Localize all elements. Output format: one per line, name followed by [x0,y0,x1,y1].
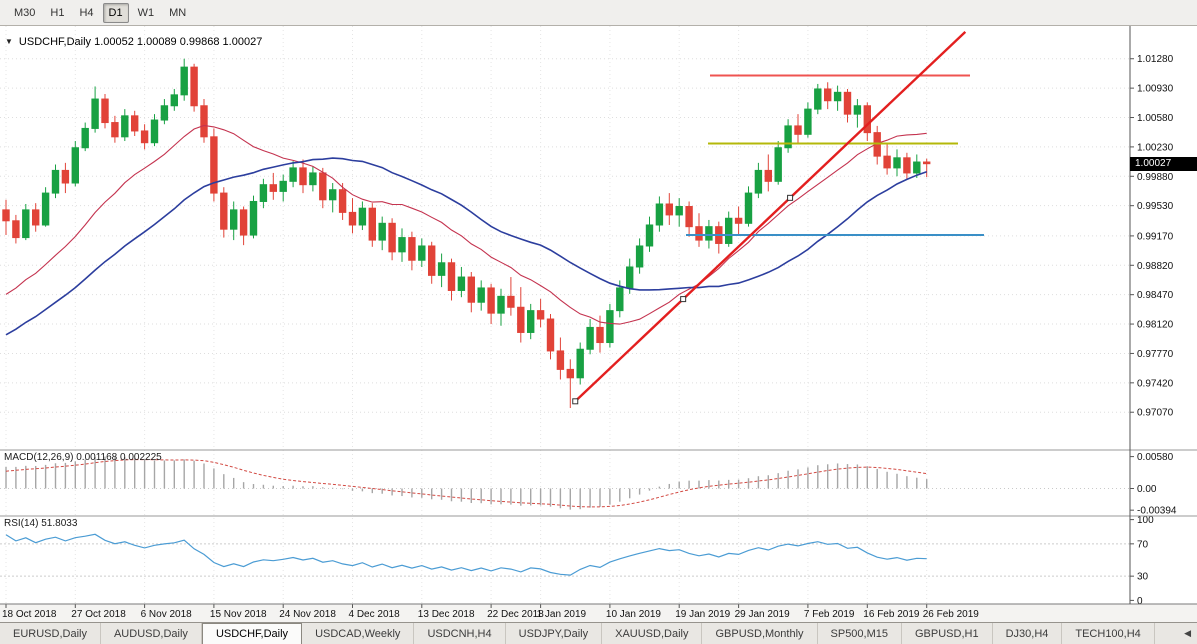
chart-tab-audusd-daily[interactable]: AUDUSD,Daily [101,623,202,644]
chart-background [0,26,1197,622]
chart-tab-dj30-h4[interactable]: DJ30,H4 [993,623,1063,644]
svg-text:100: 100 [1137,515,1154,526]
overlay-objects-layer [572,31,984,405]
chart-tab-usdjpy-daily[interactable]: USDJPY,Daily [506,623,603,644]
svg-text:10 Jan 2019: 10 Jan 2019 [606,609,661,620]
svg-text:15 Nov 2018: 15 Nov 2018 [210,609,267,620]
svg-text:0.97070: 0.97070 [1137,408,1174,419]
svg-text:-0.00394: -0.00394 [1137,506,1177,517]
svg-text:18 Oct 2018: 18 Oct 2018 [2,609,57,620]
chart-tabs: EURUSD,Daily AUDUSD,Daily USDCHF,Daily USDC… [0,623,1197,644]
svg-text:7 Feb 2019: 7 Feb 2019 [804,609,855,620]
chart-tab-usdcnh-h4[interactable]: USDCNH,H4 [414,623,506,644]
svg-text:29 Jan 2019: 29 Jan 2019 [735,609,790,620]
svg-text:1 Jan 2019: 1 Jan 2019 [537,609,587,620]
svg-text:0.99170: 0.99170 [1137,231,1174,242]
svg-text:1.01280: 1.01280 [1137,54,1174,65]
grid-layer [0,26,1130,604]
svg-text:30: 30 [1137,572,1149,583]
svg-text:0.97420: 0.97420 [1137,378,1174,389]
moving-average-layer [5,124,927,336]
timeframe-button-m30[interactable]: M30 [14,6,36,19]
chart-tabbar: EURUSD,Daily AUDUSD,Daily USDCHF,Daily USDC… [0,622,1197,644]
svg-text:1.00230: 1.00230 [1137,142,1174,153]
ohlc-text: USDCHF,Daily 1.00052 1.00089 0.99868 1.0… [18,36,263,48]
svg-text:0.98470: 0.98470 [1137,290,1174,301]
svg-text:6 Nov 2018: 6 Nov 2018 [141,609,193,620]
svg-text:0.98820: 0.98820 [1137,261,1174,272]
macd-panel [0,456,1130,510]
chart-tab-usdcad-weekly[interactable]: USDCAD,Weekly [302,623,415,644]
svg-text:0.00580: 0.00580 [1137,452,1174,463]
svg-text:70: 70 [1137,539,1149,550]
chart-ohlc-label: ▼ USDCHF,Daily 1.00052 1.00089 0.99868 1… [5,36,262,48]
timeframe-button-h4[interactable]: H4 [79,6,94,19]
svg-text:22 Dec 2018: 22 Dec 2018 [487,609,544,620]
svg-text:19 Jan 2019: 19 Jan 2019 [675,609,730,620]
rsi-panel [0,533,1130,577]
chart-area: 1.01280 1.00930 1.00580 1.00230 0.99880 0.995… [0,26,1197,622]
chart-tab-gbpusd-monthly[interactable]: GBPUSD,Monthly [702,623,818,644]
current-price-tag: 1.00027 [1130,156,1197,171]
svg-text:13 Dec 2018: 13 Dec 2018 [418,609,475,620]
svg-text:0.99880: 0.99880 [1137,172,1174,183]
svg-text:0.99530: 0.99530 [1137,201,1174,212]
svg-text:0.97770: 0.97770 [1137,349,1174,360]
axis-layer: 1.01280 1.00930 1.00580 1.00230 0.99880 0.995… [0,26,1197,620]
chart-tab-xauusd-daily[interactable]: XAUUSD,Daily [602,623,703,644]
svg-text:16 Feb 2019: 16 Feb 2019 [863,609,920,620]
price-chart[interactable]: 1.01280 1.00930 1.00580 1.00230 0.99880 0.995… [0,26,1197,622]
svg-text:24 Nov 2018: 24 Nov 2018 [279,609,336,620]
chart-tab-gbpusd-h1[interactable]: GBPUSD,H1 [902,623,993,644]
rsi-label: RSI(14) 51.8033 [4,518,78,529]
svg-text:4 Dec 2018: 4 Dec 2018 [349,609,401,620]
svg-text:0.00: 0.00 [1137,484,1157,495]
timeframe-button-mn[interactable]: MN [169,6,187,19]
svg-text:0: 0 [1137,596,1143,607]
chart-tab-tech100-h4[interactable]: TECH100,H4 [1062,623,1155,644]
svg-text:1.00580: 1.00580 [1137,113,1174,124]
timeframe-toolbar: M30 H1 H4 D1 W1 MN [0,0,1197,26]
macd-label: MACD(12,26,9) 0.001168 0.002225 [4,452,162,463]
tab-scroll-left-icon[interactable]: ◀ [1180,623,1197,644]
svg-text:26 Feb 2019: 26 Feb 2019 [923,609,980,620]
collapse-indicator-icon[interactable]: ▼ [5,37,13,46]
svg-text:0.98120: 0.98120 [1137,320,1174,331]
timeframe-button-h1[interactable]: H1 [50,6,65,19]
timeframe-button-d1[interactable]: D1 [102,2,129,23]
svg-text:27 Oct 2018: 27 Oct 2018 [71,609,126,620]
chart-tab-usdchf-daily[interactable]: USDCHF,Daily [201,623,303,644]
timeframe-button-w1[interactable]: W1 [137,6,155,19]
svg-text:1.00930: 1.00930 [1137,84,1174,95]
chart-tab-eurusd-daily[interactable]: EURUSD,Daily [0,623,101,644]
chart-tab-sp500-m15[interactable]: SP500,M15 [818,623,902,644]
